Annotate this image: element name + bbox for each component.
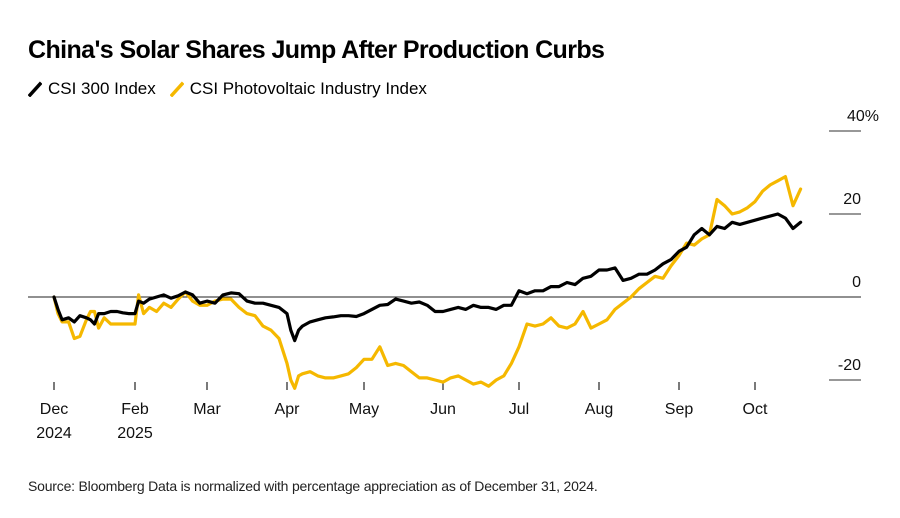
x-tick-label: Jun [430, 401, 456, 418]
x-tick-label: Aug [585, 401, 613, 418]
y-tick-label: 0 [852, 274, 861, 291]
legend-label-photovoltaic: CSI Photovoltaic Industry Index [189, 79, 427, 98]
series-line-csi300 [52, 212, 803, 343]
x-tick-label: Mar [193, 401, 221, 418]
x-tick-label: May [349, 401, 379, 418]
x-tick-label: Oct [743, 401, 768, 418]
y-tick-label: 20 [843, 191, 861, 208]
x-tick-label: Sep [665, 401, 694, 418]
x-tick-sublabel: 2024 [36, 425, 72, 442]
legend-item-photovoltaic: CSI Photovoltaic Industry Index [169, 79, 427, 99]
y-tick-label: -20 [838, 357, 861, 374]
x-tick-label: Jul [509, 401, 529, 418]
x-tick-label: Dec [40, 401, 68, 418]
x-tick-sublabel: 2025 [117, 425, 153, 442]
x-tick-label: Feb [121, 401, 149, 418]
chart-title: China's Solar Shares Jump After Producti… [28, 36, 605, 64]
legend: CSI 300 Index CSI Photovoltaic Industry … [28, 79, 441, 99]
series-lines [52, 175, 803, 390]
legend-swatch-photovoltaic-icon [169, 81, 184, 97]
y-axis: 40% 20 0 -20 [829, 108, 879, 381]
source-note: Source: Bloomberg Data is normalized wit… [28, 478, 598, 494]
series-line-photovoltaic [52, 175, 803, 390]
legend-item-csi300: CSI 300 Index [28, 79, 156, 99]
legend-swatch-csi300-icon [28, 81, 42, 97]
y-tick-label: 40% [847, 108, 879, 125]
x-axis: Dec 2024 Feb 2025 Mar Apr May Jun Jul Aug Sep Oct [36, 382, 768, 442]
x-tick-label: Apr [275, 401, 301, 418]
legend-label-csi300: CSI 300 Index [48, 79, 156, 98]
